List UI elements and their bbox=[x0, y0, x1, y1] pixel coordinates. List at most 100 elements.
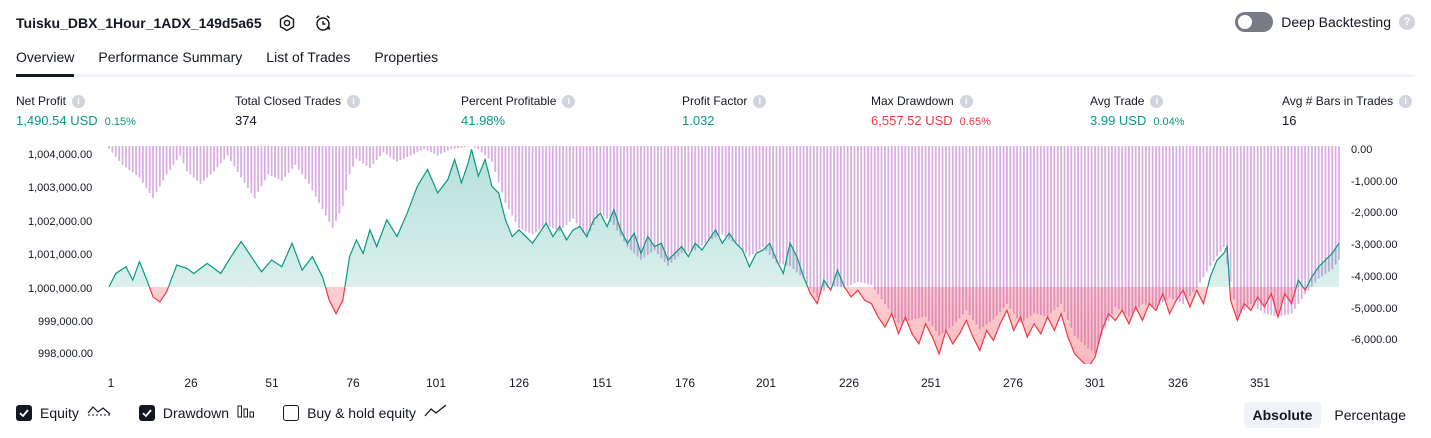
x-tick-label: 201 bbox=[755, 376, 777, 390]
drawdown-bar bbox=[114, 146, 117, 157]
metric-value: 6,557.52 USD bbox=[871, 113, 953, 128]
metric-value: 16 bbox=[1282, 113, 1297, 128]
metric-percent: 0.15% bbox=[104, 116, 136, 128]
drawdown-bar bbox=[1016, 146, 1018, 319]
drawdown-bar bbox=[718, 146, 720, 237]
drawdown-bar bbox=[1256, 146, 1259, 309]
equity-drawdown-chart[interactable] bbox=[108, 146, 1340, 364]
drawdown-bar bbox=[419, 146, 422, 151]
drawdown-bar bbox=[267, 146, 270, 175]
drawdown-bar bbox=[728, 146, 730, 240]
drawdown-bar bbox=[968, 146, 971, 316]
absolute-button[interactable]: Absolute bbox=[1243, 402, 1322, 428]
deep-backtesting-label: Deep Backtesting bbox=[1281, 14, 1391, 30]
drawdown-bar bbox=[341, 146, 344, 207]
tab-performance-summary[interactable]: Performance Summary bbox=[98, 49, 243, 65]
tab-list-of-trades[interactable]: List of Trades bbox=[266, 49, 351, 65]
gear-icon[interactable] bbox=[276, 12, 298, 34]
drawdown-bars-icon bbox=[237, 403, 255, 422]
drawdown-bar bbox=[1144, 146, 1147, 305]
drawdown-bar bbox=[426, 146, 429, 151]
drawdown-bar bbox=[158, 146, 161, 187]
drawdown-bar bbox=[870, 146, 873, 286]
drawdown-bar bbox=[253, 146, 256, 199]
chart-legend: Equity Drawdown Buy & hold equity bbox=[16, 403, 476, 422]
drawdown-bar bbox=[1100, 146, 1103, 336]
drawdown-bar bbox=[1063, 146, 1066, 312]
drawdown-bar bbox=[1243, 146, 1246, 311]
drawdown-bar bbox=[1053, 146, 1056, 311]
checkbox-checked-icon[interactable] bbox=[138, 404, 155, 421]
drawdown-bar bbox=[589, 146, 592, 232]
info-icon[interactable]: i bbox=[1399, 94, 1413, 108]
drawdown-bar bbox=[213, 146, 215, 172]
drawdown-bar bbox=[955, 146, 958, 323]
drawdown-bar bbox=[677, 146, 680, 257]
tab-overview[interactable]: Overview bbox=[16, 46, 75, 77]
x-tick-label: 351 bbox=[1249, 376, 1271, 390]
drawdown-bar bbox=[541, 146, 544, 228]
drawdown-bar bbox=[443, 146, 446, 153]
alarm-clock-icon[interactable] bbox=[312, 12, 334, 34]
equity-line-icon bbox=[87, 403, 111, 422]
drawdown-bar bbox=[1036, 146, 1039, 315]
drawdown-bar bbox=[1182, 146, 1185, 304]
drawdown-bar bbox=[223, 146, 226, 160]
drawdown-bar bbox=[162, 146, 165, 181]
drawdown-bar bbox=[900, 146, 903, 323]
drawdown-bar bbox=[1006, 146, 1008, 304]
drawdown-bar bbox=[856, 146, 859, 282]
legend-equity[interactable]: Equity bbox=[16, 403, 111, 422]
drawdown-bar bbox=[989, 146, 991, 323]
x-tick-label: 301 bbox=[1084, 376, 1106, 390]
drawdown-bar bbox=[186, 146, 188, 172]
drawdown-bar bbox=[1060, 146, 1063, 304]
info-icon[interactable]: i bbox=[1150, 94, 1164, 108]
drawdown-bar bbox=[806, 146, 808, 284]
info-icon[interactable]: i bbox=[959, 94, 973, 108]
drawdown-bar bbox=[385, 146, 388, 155]
drawdown-bar bbox=[1273, 146, 1276, 316]
drawdown-bar bbox=[751, 146, 754, 255]
percentage-button[interactable]: Percentage bbox=[1334, 407, 1406, 423]
drawdown-bar bbox=[196, 146, 198, 181]
checkbox-checked-icon[interactable] bbox=[16, 404, 32, 421]
help-icon[interactable]: ? bbox=[1399, 14, 1415, 30]
metric-label: Avg # Bars in Trades bbox=[1282, 94, 1394, 108]
drawdown-bar bbox=[1104, 146, 1107, 329]
legend-buy-hold-equity[interactable]: Buy & hold equity bbox=[283, 403, 448, 422]
drawdown-bar bbox=[152, 146, 154, 199]
drawdown-bar bbox=[914, 146, 917, 319]
drawdown-bar bbox=[440, 146, 442, 154]
drawdown-bar bbox=[128, 146, 131, 171]
drawdown-bar bbox=[1202, 146, 1205, 278]
drawdown-bar bbox=[1012, 146, 1015, 314]
drawdown-bar bbox=[389, 146, 392, 158]
info-icon[interactable]: i bbox=[347, 94, 361, 108]
drawdown-bar bbox=[545, 146, 548, 225]
drawdown-bar bbox=[321, 146, 324, 210]
drawdown-bar bbox=[941, 146, 944, 334]
info-icon[interactable]: i bbox=[72, 94, 86, 108]
tab-properties[interactable]: Properties bbox=[374, 49, 439, 65]
drawdown-bar bbox=[274, 146, 276, 178]
drawdown-bar bbox=[202, 146, 205, 181]
drawdown-bar bbox=[1077, 146, 1079, 339]
info-icon[interactable]: i bbox=[753, 94, 767, 108]
legend-drawdown[interactable]: Drawdown bbox=[138, 403, 255, 422]
drawdown-bar bbox=[582, 146, 585, 233]
drawdown-bar bbox=[1161, 146, 1164, 303]
drawdown-bar bbox=[819, 146, 822, 295]
deep-backtesting-toggle[interactable] bbox=[1235, 12, 1274, 32]
drawdown-bar bbox=[240, 146, 243, 178]
drawdown-bar bbox=[121, 146, 124, 165]
checkbox-unchecked-icon[interactable] bbox=[283, 404, 300, 421]
drawdown-bar bbox=[1300, 146, 1303, 300]
drawdown-bar bbox=[738, 146, 741, 248]
drawdown-bar bbox=[108, 146, 110, 149]
info-icon[interactable]: i bbox=[562, 94, 576, 108]
drawdown-bar bbox=[457, 146, 459, 149]
drawdown-bar bbox=[369, 146, 371, 169]
equity-line-below-start bbox=[109, 286, 1308, 364]
drawdown-bar bbox=[209, 146, 212, 175]
